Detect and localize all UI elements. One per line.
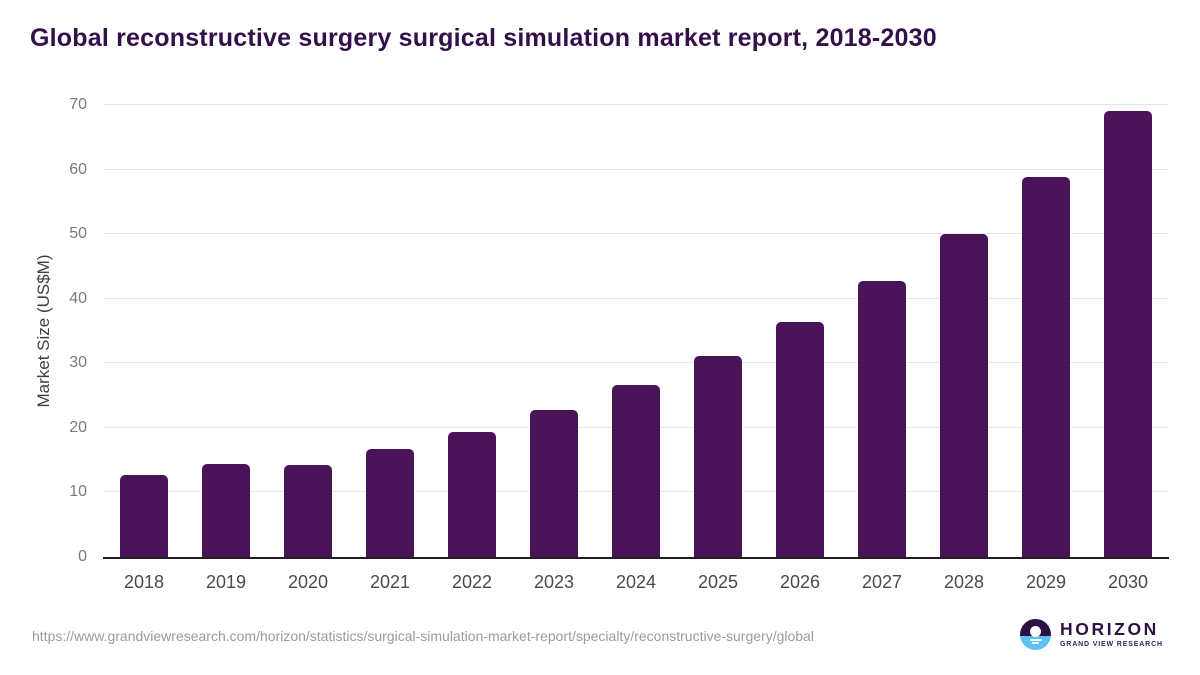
x-label-2026: 2026	[779, 572, 821, 592]
x-label-2030: 2030	[1107, 572, 1149, 592]
y-tick-label-30: 30	[69, 354, 87, 372]
bar-2020	[284, 465, 332, 557]
bar-2028	[940, 234, 988, 557]
bars	[103, 105, 1169, 557]
y-tick-label-10: 10	[69, 483, 87, 501]
sun-dot	[1030, 625, 1041, 637]
bar-slot-2023	[513, 105, 595, 557]
bar-2023	[530, 409, 578, 557]
bar-slot-2028	[923, 105, 1005, 557]
bar-2021	[366, 449, 414, 557]
bar-slot-2020	[267, 105, 349, 557]
bar-2024	[612, 385, 660, 557]
x-label-2020: 2020	[287, 572, 329, 592]
bar-slot-2030	[1087, 105, 1169, 557]
bar-2026	[776, 321, 824, 557]
bar-2030	[1104, 111, 1152, 557]
horizon-sunset-icon	[1020, 619, 1051, 650]
bar-2029	[1022, 177, 1070, 557]
x-label-2027: 2027	[861, 572, 903, 592]
y-tick-label-70: 70	[69, 96, 87, 113]
bar-slot-2026	[759, 105, 841, 557]
gridline-30	[103, 362, 1169, 364]
bar-slot-2022	[431, 105, 513, 557]
y-tick-label-40: 40	[69, 289, 87, 307]
source-url: https://www.grandviewresearch.com/horizo…	[32, 628, 814, 644]
bar-slot-2027	[841, 105, 923, 557]
bar-slot-2018	[103, 105, 185, 557]
x-label-2025: 2025	[697, 572, 739, 592]
y-axis-ticks: 0 10 20 30 40 50 60 70	[0, 96, 95, 565]
x-axis-labels: 2018 2019 2020 2021 2022 2023 2024 2025 2026 2027…	[103, 571, 1169, 594]
x-label-2018: 2018	[123, 572, 165, 592]
bar-2027	[858, 281, 906, 557]
x-label-2019: 2019	[205, 572, 247, 592]
y-tick-label-20: 20	[69, 418, 87, 436]
logo-text: HORIZON GRAND VIEW RESEARCH	[1060, 619, 1163, 648]
x-label-2028: 2028	[943, 572, 985, 592]
bar-slot-2025	[677, 105, 759, 557]
bar-slot-2021	[349, 105, 431, 557]
bar-2019	[202, 464, 250, 557]
horizon-logo: HORIZON GRAND VIEW RESEARCH	[1020, 619, 1163, 650]
bar-slot-2019	[185, 105, 267, 557]
x-label-2023: 2023	[533, 572, 575, 592]
bar-2025	[694, 356, 742, 557]
y-tick-label-60: 60	[69, 160, 87, 178]
y-tick-label-0: 0	[78, 548, 87, 565]
water-reflection-line	[1032, 642, 1039, 644]
water-reflection-line	[1029, 638, 1042, 641]
bar-2018	[120, 475, 168, 557]
plot-area	[103, 104, 1169, 559]
chart-title: Global reconstructive surgery surgical s…	[30, 24, 937, 52]
x-label-2021: 2021	[369, 572, 411, 592]
logo-subbrand-text: GRAND VIEW RESEARCH	[1060, 641, 1163, 648]
bar-2022	[448, 431, 496, 557]
bar-slot-2024	[595, 105, 677, 557]
gridline-50	[103, 233, 1169, 235]
x-label-2029: 2029	[1025, 572, 1067, 592]
x-label-2022: 2022	[451, 572, 493, 592]
x-label-2024: 2024	[615, 572, 657, 592]
bar-slot-2029	[1005, 105, 1087, 557]
gridline-40	[103, 297, 1169, 299]
gridline-70	[103, 104, 1169, 105]
gridline-60	[103, 168, 1169, 170]
y-tick-label-50: 50	[69, 225, 87, 243]
logo-brand-text: HORIZON	[1060, 619, 1159, 639]
